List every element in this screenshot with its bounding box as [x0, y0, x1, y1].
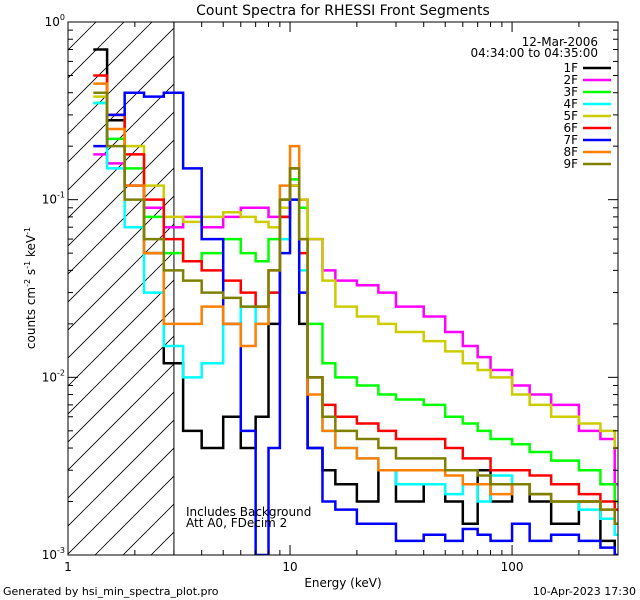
series-line-7F	[93, 91, 618, 555]
legend-label-5F: 5F	[563, 109, 578, 123]
attenuator-annotation: Att A0, FDecim 2	[186, 516, 287, 530]
legend-label-8F: 8F	[563, 145, 578, 159]
generated-by-label: Generated by hsi_min_spectra_plot.pro	[3, 585, 219, 598]
x-tick-label: 100	[501, 560, 524, 574]
y-tick-label: 10-1	[42, 191, 65, 207]
series-line-9F	[93, 91, 618, 525]
series-line-4F	[93, 101, 618, 537]
background-annotation: Includes Background	[186, 505, 311, 519]
y-tick-label: 100	[45, 13, 65, 29]
below-threshold-shaded-region	[68, 22, 175, 555]
y-tick-label: 10-3	[42, 546, 65, 562]
legend-label-1F: 1F	[563, 61, 578, 75]
timestamp-label: 10-Apr-2023 17:30	[533, 585, 636, 598]
series-line-6F	[93, 74, 618, 511]
x-axis-label: Energy (keV)	[304, 576, 381, 590]
legend-label-4F: 4F	[563, 97, 578, 111]
y-tick-labels: 10-3 10-2 10-1 100	[42, 13, 65, 562]
x-tick-labels: 1 10 100	[64, 560, 523, 574]
legend-label-3F: 3F	[563, 85, 578, 99]
chart-title: Count Spectra for RHESSI Front Segments	[196, 3, 490, 19]
series-line-3F	[93, 101, 618, 503]
series-line-8F	[93, 82, 618, 525]
time-range-label: 04:34:00 to 04:35:00	[471, 46, 598, 60]
date-label: 12-Mar-2006	[522, 35, 598, 49]
series-line-5F	[93, 95, 618, 450]
axis-ticks	[67, 21, 619, 556]
series-lines	[93, 48, 618, 555]
series-line-1F	[93, 48, 618, 555]
hatch-lines	[68, 22, 174, 555]
plot-frame	[67, 21, 619, 556]
legend-label-9F: 9F	[563, 157, 578, 171]
x-tick-label: 10	[282, 560, 297, 574]
legend-label-7F: 7F	[563, 133, 578, 147]
legend-label-2F: 2F	[563, 73, 578, 87]
y-axis-label: counts cm-2 s-1 keV-1	[23, 227, 38, 349]
x-tick-label: 1	[64, 560, 72, 574]
y-tick-label: 10-2	[42, 368, 65, 384]
legend-label-6F: 6F	[563, 121, 578, 135]
